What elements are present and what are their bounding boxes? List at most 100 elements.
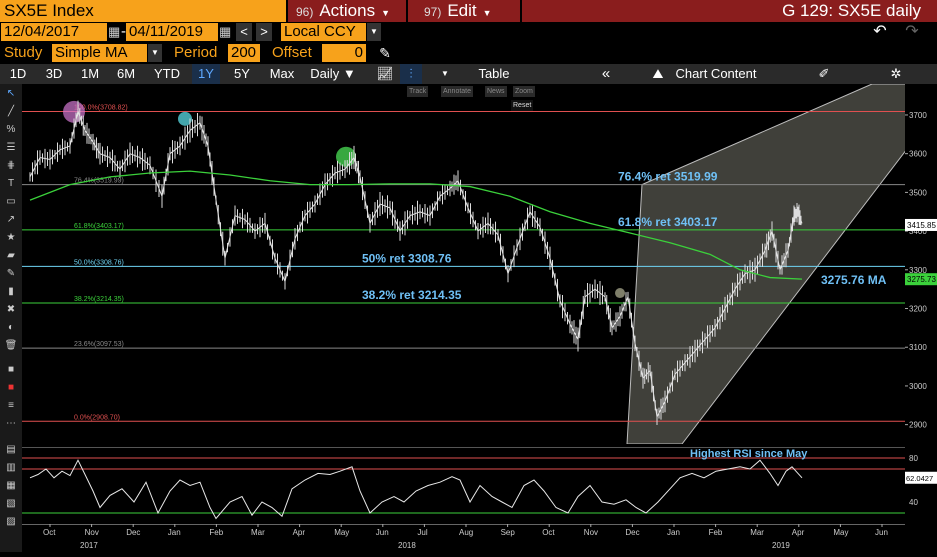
rsi-series — [29, 459, 803, 520]
chevron-down-icon[interactable]: ▼ — [367, 23, 381, 41]
delete-icon[interactable]: ✖ — [6, 304, 16, 315]
line-tool-icon[interactable]: ╱ — [7, 106, 15, 117]
period-1m-button[interactable]: 1M — [80, 66, 100, 81]
retracement-annotation: 50% ret 3308.76 — [362, 251, 452, 265]
eraser-icon[interactable]: ▮ — [8, 286, 14, 297]
channel-tool-icon[interactable]: ⋕ — [6, 160, 16, 171]
edit-menu[interactable]: 97) Edit ▼ — [408, 0, 520, 22]
y-tick-label: 3000 — [909, 382, 927, 391]
currency-select[interactable]: Local CCY — [281, 23, 366, 41]
collapse-left-icon[interactable]: « — [601, 65, 611, 82]
period-5y-button[interactable]: 5Y — [234, 66, 250, 81]
chevron-down-icon[interactable]: ▼ — [441, 69, 449, 78]
end-date-field[interactable]: 04/11/2019 — [126, 23, 218, 41]
mode-icon[interactable]: ▤ — [6, 444, 16, 455]
period-3d-button[interactable]: 3D — [45, 66, 63, 81]
edit-menu-number: 97) — [424, 5, 442, 19]
bar-chart-icon[interactable]: ⫶ — [400, 64, 422, 84]
period-max-button[interactable]: Max — [269, 66, 295, 81]
zoom-button[interactable]: Zoom — [513, 86, 535, 97]
y-tick-label: 3500 — [909, 188, 927, 197]
start-date-field[interactable]: 12/04/2017 — [1, 23, 107, 41]
pencil-icon[interactable]: ✎ — [376, 44, 394, 62]
fib-level-label: 50.0%(3308.76) — [74, 259, 124, 266]
study-bar: Study Simple MA ▼ Period 200 Offset 0 ✎ — [0, 42, 937, 64]
x-tick-label: Mar — [251, 528, 265, 537]
x-tick-label: Apr — [293, 528, 306, 537]
arrow-tool-icon[interactable]: ↗ — [6, 214, 16, 225]
study-select[interactable]: Simple MA — [52, 44, 147, 62]
x-tick-label: Apr — [792, 528, 805, 537]
mode-icon[interactable]: ▨ — [6, 516, 16, 527]
rsi-tick-label: 80 — [909, 454, 918, 463]
drawing-tools-sidebar: ↖ ╱ % ☰ ⋕ T ▭ ↗ ★ ▰ ✎ ▮ ✖ ◐ 🗑︎ ■ ■ ≡ ⋯ ▤… — [0, 84, 22, 552]
highlight-marker — [178, 111, 192, 126]
line-style-icon[interactable]: ⋯ — [6, 418, 16, 429]
track-button[interactable]: Track — [407, 86, 429, 97]
annotate-button[interactable]: Annotate — [441, 86, 474, 97]
mode-icon[interactable]: ▦ — [6, 480, 16, 491]
retracement-annotation: 3275.76 MA — [821, 273, 887, 287]
price-axis: 2900 3000 3100 3200 3300 3400 3500 3600 3700 3415… — [905, 84, 937, 524]
percent-tool-icon[interactable]: % — [6, 124, 16, 135]
chevron-down-icon: ▼ — [342, 66, 356, 81]
y-tick-label: 3200 — [909, 305, 927, 314]
x-tick-label: Jul — [417, 528, 427, 537]
period-field[interactable]: 200 — [228, 44, 260, 62]
ticker-field[interactable]: SX5E Index — [0, 0, 286, 22]
offset-label: Offset — [272, 44, 312, 61]
fibonacci-tool-icon[interactable]: ☰ — [6, 142, 16, 153]
magnet-icon[interactable]: ◐ — [7, 322, 15, 333]
period-1d-button[interactable]: 1D — [9, 66, 27, 81]
settings-gear-icon[interactable]: ✲ — [890, 66, 902, 81]
actions-menu-number: 96) — [296, 5, 314, 19]
x-tick-label: Sep — [501, 528, 516, 537]
frequency-select[interactable]: Daily ▼ — [306, 64, 360, 84]
reset-button[interactable]: Reset — [511, 100, 534, 111]
calendar-icon[interactable]: ▦ — [219, 23, 232, 41]
color-swatch-icon[interactable]: ■ — [7, 382, 15, 393]
period-6m-button[interactable]: 6M — [116, 66, 136, 81]
x-tick-label: Dec — [126, 528, 140, 537]
price-chart[interactable]: 100.0%(3708.82) 76.4%(3519.99) 61.8%(3403.… — [22, 83, 928, 445]
chevron-down-icon[interactable]: ▼ — [148, 44, 162, 62]
star-icon[interactable]: ★ — [6, 232, 16, 243]
x-tick-label: Jun — [376, 528, 389, 537]
calendar-icon[interactable]: ▦ — [108, 23, 121, 41]
next-period-button[interactable]: > — [256, 23, 272, 41]
y-tick-label: 3600 — [909, 150, 927, 159]
time-axis: Oct Nov Dec Jan Feb Mar Apr May Jun Jul Aug Sep Oct N… — [22, 524, 937, 552]
x-tick-label: Jan — [667, 528, 680, 537]
rsi-panel[interactable]: Highest RSI since May — [22, 447, 905, 524]
period-1y-button[interactable]: 1Y — [192, 64, 220, 84]
edit-chart-icon[interactable]: ✐ — [818, 66, 830, 81]
news-button[interactable]: News — [485, 86, 507, 97]
cursor-icon[interactable]: ↖ — [6, 88, 16, 99]
prev-period-button[interactable]: < — [236, 23, 252, 41]
rsi-last-label: 62.0427 — [906, 474, 933, 483]
line-chart-icon[interactable]: 📈︎ — [376, 66, 394, 81]
period-ytd-button[interactable]: YTD — [154, 66, 180, 81]
line-width-icon[interactable]: ≡ — [8, 400, 14, 411]
offset-field[interactable]: 0 — [322, 44, 366, 62]
redo-icon[interactable]: ↷ — [900, 23, 924, 41]
trash-icon[interactable]: 🗑︎ — [4, 340, 18, 351]
mode-icon[interactable]: ▧ — [6, 498, 16, 509]
table-button[interactable]: Table — [478, 66, 510, 81]
undo-icon[interactable]: ↶ — [868, 23, 892, 41]
year-label: 2018 — [398, 541, 416, 550]
x-tick-label: Dec — [625, 528, 639, 537]
shape-tool-icon[interactable]: ▭ — [6, 196, 16, 207]
time-axis-svg: Oct Nov Dec Jan Feb Mar Apr May Jun Jul Aug Sep Oct N… — [22, 524, 905, 550]
brush-icon[interactable]: ✎ — [6, 268, 16, 279]
mode-icon[interactable]: ▥ — [6, 462, 16, 473]
price-axis-svg: 2900 3000 3100 3200 3300 3400 3500 3600 3700 3415… — [905, 111, 937, 507]
x-tick-label: Aug — [459, 528, 473, 537]
last-price-label: 3415.85 — [907, 221, 936, 230]
actions-menu[interactable]: 96) Actions ▼ — [288, 0, 406, 22]
ruler-icon[interactable]: ▰ — [7, 250, 15, 261]
text-tool-icon[interactable]: T — [7, 178, 15, 189]
color-swatch-icon[interactable]: ■ — [7, 364, 15, 375]
retracement-annotation: 61.8% ret 3403.17 — [618, 215, 718, 229]
chart-content-button[interactable]: Chart Content — [675, 66, 757, 81]
